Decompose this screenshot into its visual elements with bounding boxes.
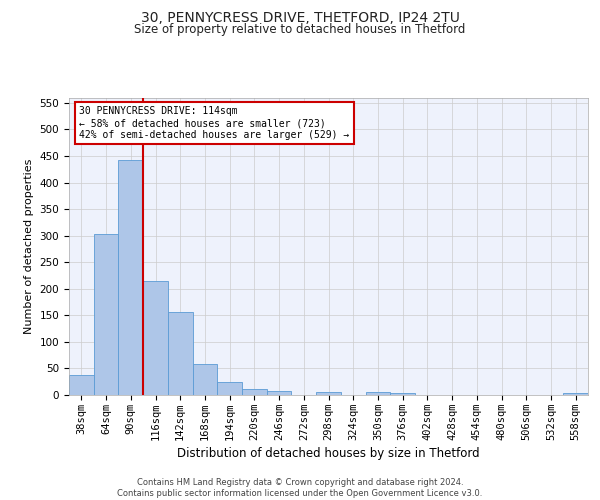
Bar <box>193 364 217 395</box>
Bar <box>242 389 267 395</box>
Text: Contains HM Land Registry data © Crown copyright and database right 2024.
Contai: Contains HM Land Registry data © Crown c… <box>118 478 482 498</box>
Text: 30, PENNYCRESS DRIVE, THETFORD, IP24 2TU: 30, PENNYCRESS DRIVE, THETFORD, IP24 2TU <box>140 11 460 25</box>
Y-axis label: Number of detached properties: Number of detached properties <box>24 158 34 334</box>
Bar <box>365 392 390 395</box>
Bar <box>143 281 168 395</box>
Text: 30 PENNYCRESS DRIVE: 114sqm
← 58% of detached houses are smaller (723)
42% of se: 30 PENNYCRESS DRIVE: 114sqm ← 58% of det… <box>79 106 350 140</box>
Text: Size of property relative to detached houses in Thetford: Size of property relative to detached ho… <box>134 22 466 36</box>
Bar <box>168 312 193 395</box>
Bar <box>217 382 242 395</box>
Bar <box>118 160 143 395</box>
Bar <box>267 391 292 395</box>
Bar <box>316 392 341 395</box>
Bar <box>94 234 118 395</box>
Bar <box>390 394 415 395</box>
Bar <box>563 394 588 395</box>
Bar <box>69 376 94 395</box>
X-axis label: Distribution of detached houses by size in Thetford: Distribution of detached houses by size … <box>177 447 480 460</box>
